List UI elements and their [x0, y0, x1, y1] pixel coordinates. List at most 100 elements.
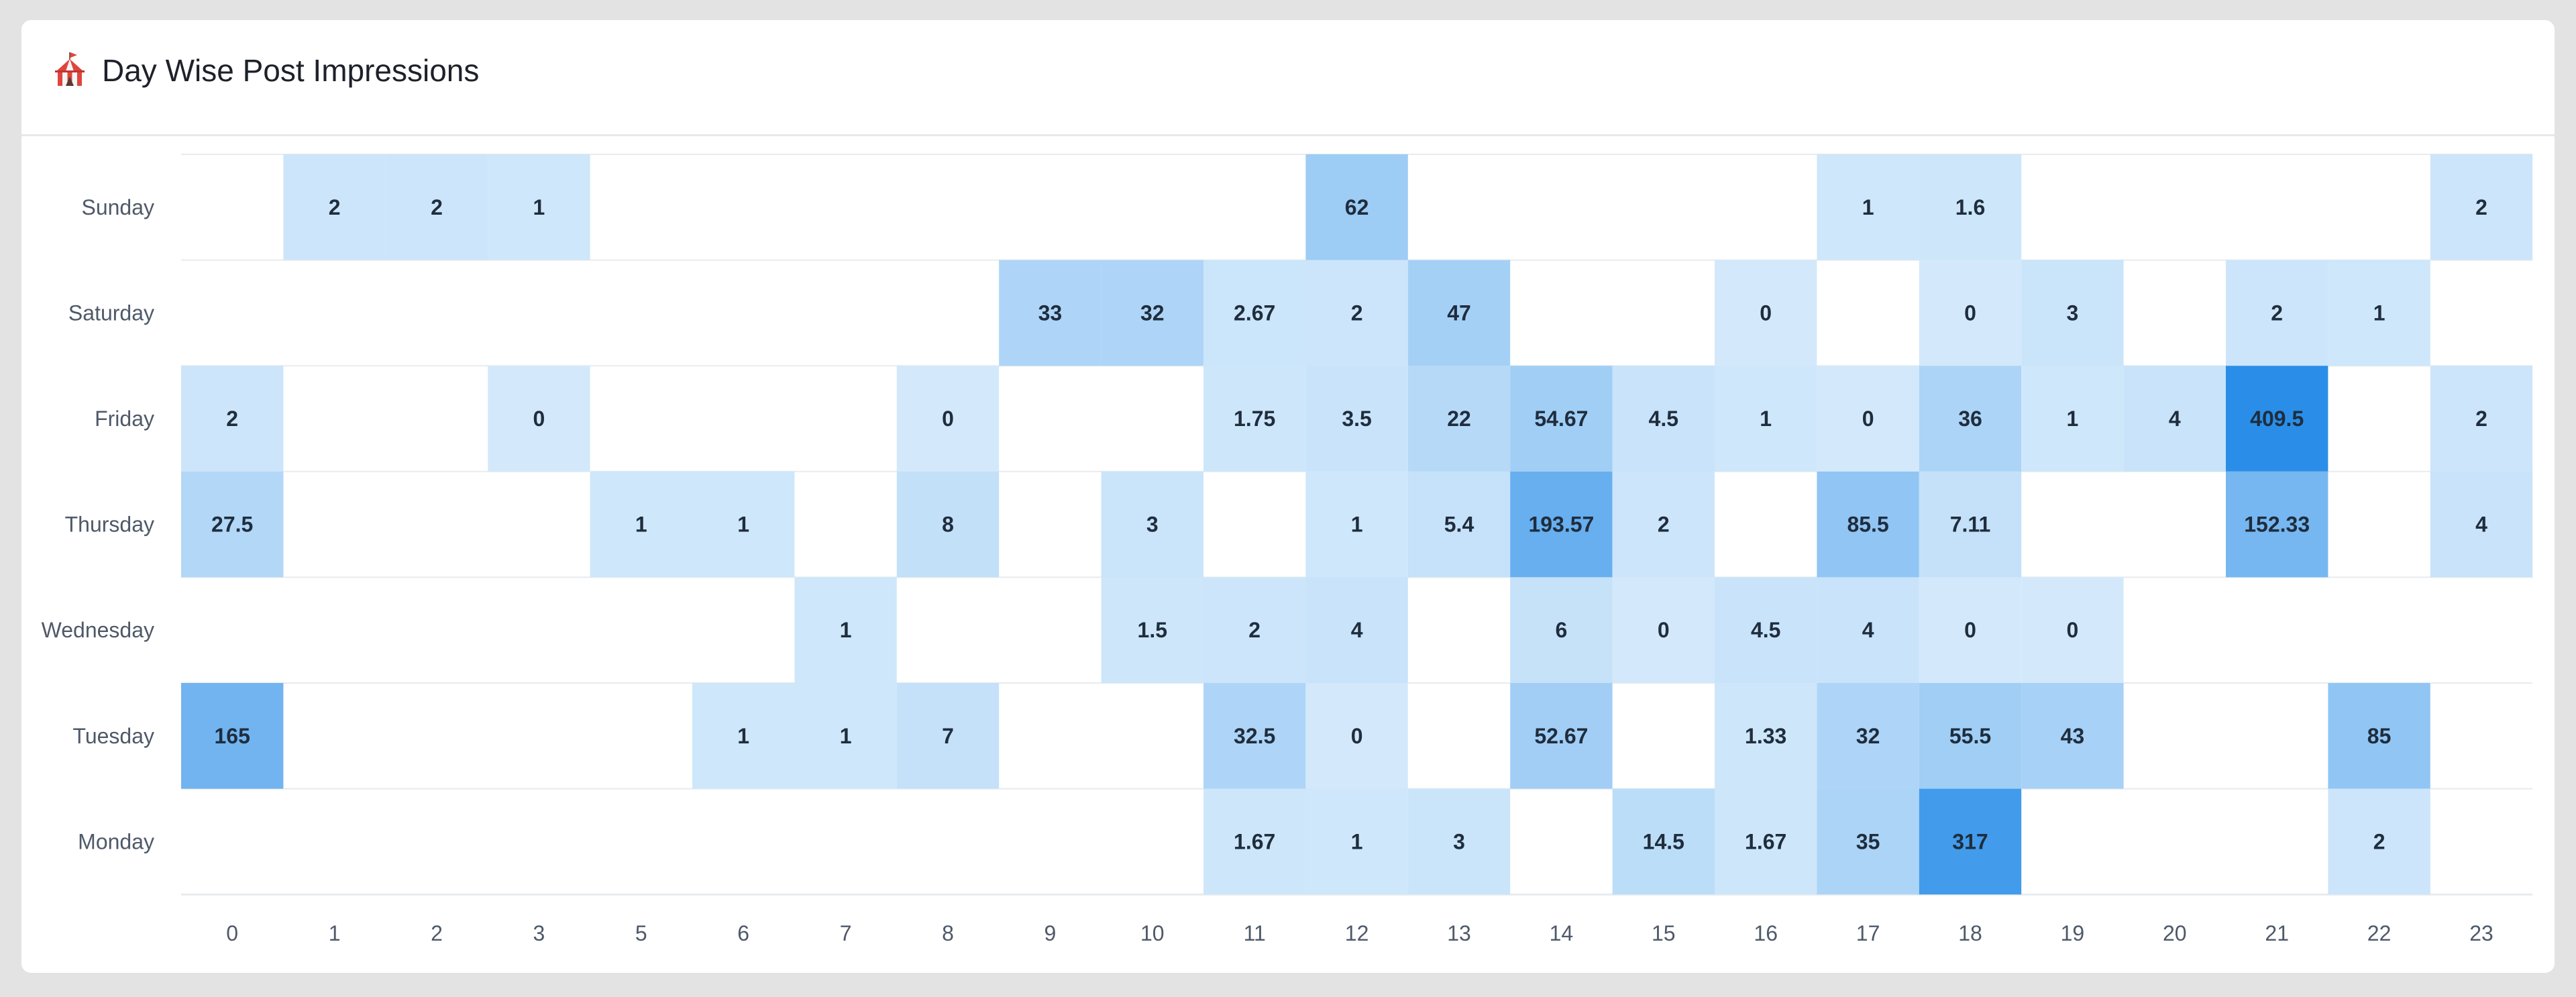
heatmap-cell[interactable] [1919, 154, 2022, 260]
heatmap-cell[interactable] [1203, 366, 1306, 472]
cell-value-label: 2 [1248, 618, 1260, 642]
heatmap-cell[interactable] [181, 683, 284, 789]
heatmap-cell[interactable] [2226, 366, 2328, 472]
heatmap-cell[interactable] [1305, 366, 1408, 472]
cell-value-label: 27.5 [211, 513, 253, 537]
cell-value-label: 0 [1964, 301, 1976, 325]
heatmap-cell[interactable] [1715, 260, 1817, 366]
heatmap-cell[interactable] [1919, 471, 2022, 578]
heatmap-cell[interactable] [283, 154, 386, 260]
heatmap-cell[interactable] [1510, 366, 1613, 472]
heatmap-cell[interactable] [896, 471, 1000, 578]
heatmap-cell[interactable] [1510, 471, 1613, 578]
heatmap-cell[interactable] [1203, 788, 1306, 895]
cell-value-label: 62 [1345, 195, 1369, 219]
heatmap-cell[interactable] [1203, 683, 1306, 789]
heatmap-cell[interactable] [2430, 366, 2533, 472]
heatmap-cell[interactable] [1919, 366, 2022, 472]
heatmap-cell[interactable] [1101, 471, 1203, 578]
cell-value-label: 0 [2067, 618, 2079, 642]
heatmap-cell[interactable] [1510, 683, 1613, 789]
heatmap-cell[interactable] [1305, 577, 1408, 683]
heatmap-cell[interactable] [896, 683, 1000, 789]
cell-value-label: 32.5 [1234, 724, 1275, 748]
cell-value-label: 317 [1952, 829, 1988, 853]
heatmap-cell[interactable] [2226, 471, 2328, 578]
heatmap-cell[interactable] [1715, 683, 1817, 789]
heatmap-cell[interactable] [794, 577, 897, 683]
heatmap-cell[interactable] [1101, 260, 1203, 366]
cell-value-label: 3 [1146, 513, 1159, 537]
heatmap-cell[interactable] [1407, 366, 1511, 472]
chart-card: Day Wise Post Impressions 2 2 1 62 1 1.6 2 33 32… [21, 20, 2555, 973]
heatmap-cell[interactable] [488, 366, 590, 472]
heatmap-cell[interactable] [2328, 260, 2430, 366]
heatmap-cell[interactable] [1715, 366, 1817, 472]
cell-value-label: 2 [1351, 301, 1363, 325]
heatmap-cell[interactable] [590, 471, 692, 578]
card-header: Day Wise Post Impressions [21, 20, 2555, 136]
heatmap-cell[interactable] [1612, 577, 1715, 683]
cell-value-label: 55.5 [1949, 724, 1991, 748]
heatmap-cell[interactable] [1612, 366, 1715, 472]
hour-label: 21 [2265, 921, 2289, 945]
heatmap-cell[interactable] [2328, 788, 2430, 895]
heatmap-cell[interactable] [1612, 471, 1715, 578]
cell-value-label: 85.5 [1847, 513, 1888, 537]
cell-value-label: 3.5 [1342, 407, 1371, 431]
heatmap-cell[interactable] [1305, 683, 1408, 789]
heatmap-cell[interactable] [999, 260, 1102, 366]
heatmap-cell[interactable] [488, 154, 590, 260]
heatmap-cell[interactable] [2430, 471, 2533, 578]
heatmap-cell[interactable] [2021, 260, 2124, 366]
heatmap-cell[interactable] [1305, 154, 1408, 260]
heatmap-cell[interactable] [1817, 366, 1919, 472]
heatmap-cell[interactable] [1305, 260, 1408, 366]
heatmap-cell[interactable] [1817, 577, 1919, 683]
heatmap-cell[interactable] [2021, 577, 2124, 683]
heatmap-cell[interactable] [1203, 260, 1306, 366]
heatmap-cell[interactable] [1305, 471, 1408, 578]
heatmap-cell[interactable] [1715, 788, 1817, 895]
heatmap-cell[interactable] [1817, 683, 1919, 789]
cell-value-label: 2 [2271, 301, 2283, 325]
heatmap-cell[interactable] [896, 366, 1000, 472]
heatmap-cell[interactable] [2430, 154, 2533, 260]
heatmap-cell[interactable] [385, 154, 488, 260]
heatmap-cell[interactable] [1919, 577, 2022, 683]
heatmap-cell[interactable] [1510, 577, 1613, 683]
heatmap-cell[interactable] [181, 366, 284, 472]
heatmap-cell[interactable] [181, 471, 284, 578]
heatmap-cell[interactable] [692, 683, 795, 789]
cell-value-label: 0 [1351, 724, 1363, 748]
heatmap-cell[interactable] [794, 683, 897, 789]
heatmap-cell[interactable] [1407, 260, 1511, 366]
heatmap-cell[interactable] [1305, 788, 1408, 895]
cell-value-label: 35 [1856, 829, 1880, 853]
heatmap-cell[interactable] [1612, 788, 1715, 895]
heatmap-cell[interactable] [1919, 683, 2022, 789]
heatmap-cell[interactable] [1407, 471, 1511, 578]
heatmap-cell[interactable] [1715, 577, 1817, 683]
cell-value-label: 1 [1862, 195, 1874, 219]
hour-label: 20 [2163, 921, 2187, 945]
heatmap-cell[interactable] [2021, 683, 2124, 789]
heatmap-cell[interactable] [692, 471, 795, 578]
cell-value-label: 1 [840, 618, 852, 642]
heatmap-cell[interactable] [1407, 788, 1511, 895]
heatmap-cell[interactable] [1817, 788, 1919, 895]
cell-value-label: 4 [1351, 618, 1363, 642]
heatmap-cell[interactable] [1817, 471, 1919, 578]
heatmap-cell[interactable] [1101, 577, 1203, 683]
heatmap-cell[interactable] [1817, 154, 1919, 260]
cell-value-label: 14.5 [1643, 829, 1684, 853]
heatmap-cell[interactable] [2226, 260, 2328, 366]
heatmap-cell[interactable] [1919, 260, 2022, 366]
heatmap-cell[interactable] [2021, 366, 2124, 472]
heatmap-cell[interactable] [2123, 366, 2226, 472]
heatmap-chart: 2 2 1 62 1 1.6 233 32 2.67 2 47 0 0 3 2 12 0 0 1.75 3.5 22 54… [42, 154, 2533, 945]
heatmap-cell[interactable] [2328, 683, 2430, 789]
heatmap-cell[interactable] [1203, 577, 1306, 683]
cell-value-label: 33 [1038, 301, 1063, 325]
heatmap-cell[interactable] [1919, 788, 2022, 895]
